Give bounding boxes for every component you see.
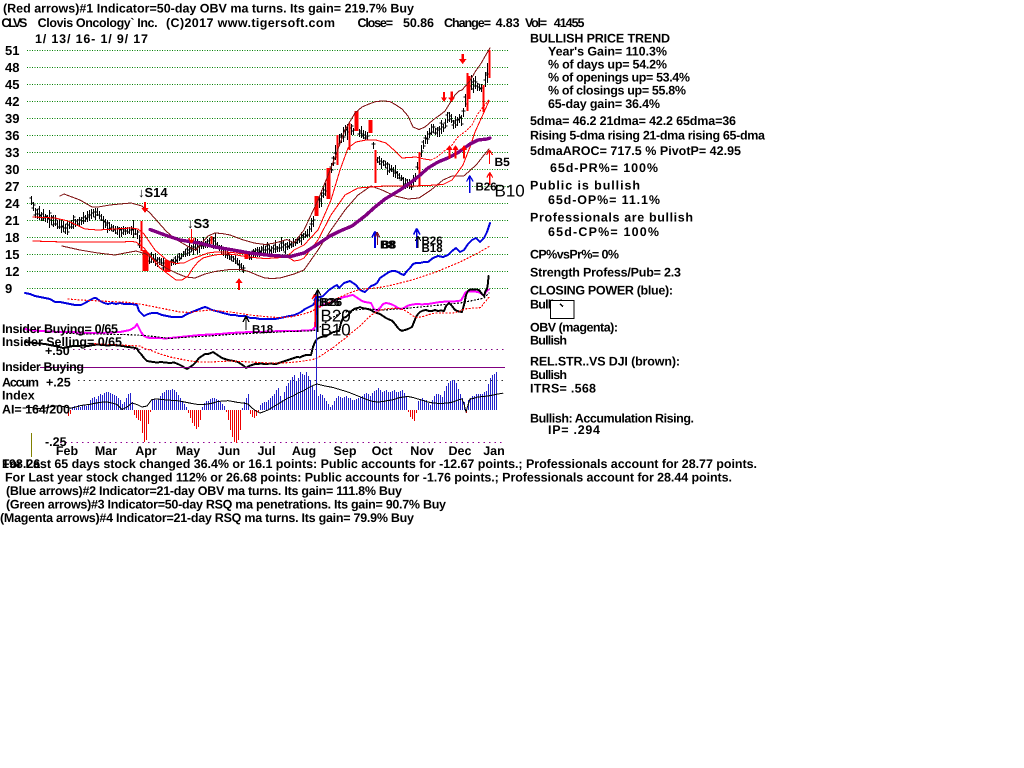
svg-text:BULLISH PRICE TREND: BULLISH PRICE TREND	[530, 32, 670, 46]
svg-text:Insider Buying: Insider Buying	[2, 360, 84, 374]
svg-text:Insider Buying= 0/65: Insider Buying= 0/65	[2, 322, 118, 336]
svg-text:B20: B20	[321, 307, 351, 326]
svg-text:May: May	[176, 444, 200, 458]
svg-text:48: 48	[5, 60, 19, 75]
svg-text:(C)2017 www.tigersoft.com: (C)2017 www.tigersoft.com	[166, 16, 335, 30]
svg-text:Index: Index	[2, 389, 35, 403]
svg-text:CLOSING POWER (blue):: CLOSING POWER (blue):	[530, 284, 673, 298]
svg-text:5dma= 46.2 21dma= 42.2 65dma=3: 5dma= 46.2 21dma= 42.2 65dma=36	[530, 114, 736, 128]
svg-text:15: 15	[5, 247, 19, 262]
svg-text:65d-OP%= 11.1%: 65d-OP%= 11.1%	[548, 193, 660, 207]
svg-text:OBV (magenta):: OBV (magenta):	[530, 321, 618, 335]
svg-text:Insider Selling= 0/65: Insider Selling= 0/65	[2, 335, 122, 349]
svg-text:30: 30	[5, 162, 19, 177]
svg-text:AI= 164/200: AI= 164/200	[2, 403, 70, 417]
svg-text:45: 45	[5, 77, 19, 92]
svg-text:65d-CP%= 100%: 65d-CP%= 100%	[548, 225, 659, 239]
svg-text:Feb: Feb	[56, 444, 79, 458]
svg-text:Clovis Oncology` Inc.: Clovis Oncology` Inc.	[38, 16, 158, 30]
svg-text:42: 42	[5, 94, 19, 109]
svg-text:Jun: Jun	[218, 444, 240, 458]
svg-text:24: 24	[5, 196, 20, 211]
svg-text:Professionals are bullish: Professionals are bullish	[530, 211, 693, 225]
svg-text:4.83: 4.83	[496, 16, 520, 30]
svg-text:50.86: 50.86	[403, 16, 434, 30]
svg-text:ITRS= .568: ITRS= .568	[530, 382, 596, 396]
svg-text:12: 12	[5, 264, 19, 279]
svg-text:For Last 65 days stock changed: For Last 65 days stock changed 36.4% or …	[2, 457, 757, 471]
svg-text:↓S14: ↓S14	[138, 185, 168, 200]
svg-text:39: 39	[5, 111, 19, 126]
svg-text:198.26: 198.26	[2, 457, 40, 471]
svg-text:9: 9	[5, 281, 12, 296]
svg-text:% of closings up= 55.8%: % of closings up= 55.8%	[548, 84, 686, 98]
svg-text:B26: B26	[422, 236, 443, 248]
svg-text:41455: 41455	[554, 16, 585, 30]
svg-text:(Red arrows)#1 Indicator=50-da: (Red arrows)#1 Indicator=50-day OBV ma t…	[3, 2, 414, 16]
svg-text:Bullish: Bullish	[530, 368, 567, 382]
svg-text:Rising 5-dma rising 21-dma r: Rising 5-dma rising 21-dma rising 65-dma	[530, 129, 766, 143]
svg-text:% of days up= 54.2%: % of days up= 54.2%	[548, 58, 667, 72]
svg-text:Close=: Close=	[358, 16, 394, 30]
svg-text:33: 33	[5, 145, 19, 160]
svg-text:27: 27	[5, 179, 19, 194]
svg-text:21: 21	[5, 213, 19, 228]
svg-text:Oct: Oct	[372, 444, 394, 458]
svg-text:B26: B26	[476, 182, 497, 194]
svg-text:Dec: Dec	[449, 444, 472, 458]
svg-text:18: 18	[5, 230, 19, 245]
svg-text:Bullish: Accumulation Rising.: Bullish: Accumulation Rising.	[530, 412, 694, 426]
svg-text:B8: B8	[382, 240, 397, 252]
svg-text:(Magenta arrows)#4 Indicator=2: (Magenta arrows)#4 Indicator=21-day RSQ …	[0, 511, 414, 525]
svg-text:B5: B5	[495, 155, 511, 169]
svg-text:(Blue arrows)#2 Indicator=21-d: (Blue arrows)#2 Indicator=21-day OBV ma …	[6, 484, 402, 498]
svg-text:Vol=: Vol=	[525, 16, 547, 30]
svg-text:-.25: -.25	[45, 435, 67, 449]
svg-text:B26: B26	[321, 297, 342, 309]
svg-text:For Last year stock changed 1: For Last year stock changed 112% or 26.6…	[5, 471, 732, 485]
svg-text:1/ 13/ 16- 1/ 9/ 17: 1/ 13/ 16- 1/ 9/ 17	[35, 32, 148, 46]
svg-text:Nov: Nov	[410, 444, 434, 458]
svg-text:Jan: Jan	[483, 444, 505, 458]
svg-text:65d-PR%= 100%: 65d-PR%= 100%	[550, 161, 658, 175]
svg-text:B26: B26	[319, 297, 340, 309]
svg-text:REL.STR..VS DJI (brown):: REL.STR..VS DJI (brown):	[530, 355, 680, 369]
svg-text:CP%vsPr%= 0%: CP%vsPr%= 0%	[530, 248, 619, 262]
svg-text:B18: B18	[252, 324, 274, 336]
svg-text:B18: B18	[422, 243, 444, 255]
svg-text:(Green arrows)#3 Indicator=50-: (Green arrows)#3 Indicator=50-day RSQ ma…	[6, 498, 446, 512]
svg-text:CLVS: CLVS	[1, 16, 27, 30]
svg-text:Change=: Change=	[444, 16, 491, 30]
svg-text:Apr: Apr	[135, 444, 157, 458]
svg-text:+.50: +.50	[45, 344, 70, 358]
svg-text:% of openings up= 53.4%: % of openings up= 53.4%	[548, 71, 690, 85]
svg-text:Accum: Accum	[2, 376, 39, 390]
svg-text:Strength Profess/Pub= 2.3: Strength Profess/Pub= 2.3	[530, 266, 681, 280]
svg-text:51: 51	[5, 43, 19, 58]
svg-text:65-day gain= 36.4%: 65-day gain= 36.4%	[548, 97, 660, 111]
svg-text:B8: B8	[380, 240, 395, 252]
svg-text:Aug: Aug	[292, 444, 316, 458]
svg-text:↓S3: ↓S3	[187, 216, 209, 231]
svg-text:B10: B10	[495, 182, 525, 201]
svg-text:Jul: Jul	[257, 444, 275, 458]
svg-text:5dmaAROC= 717.5 % PivotP= 42.: 5dmaAROC= 717.5 % PivotP= 42.95	[530, 144, 741, 158]
svg-text:Bullish: Bullish	[530, 334, 567, 348]
svg-text:+.25: +.25	[46, 376, 71, 390]
svg-text:IP= .294: IP= .294	[548, 423, 600, 437]
svg-text:Sep: Sep	[334, 444, 357, 458]
svg-text:Mar: Mar	[95, 444, 117, 458]
svg-text:36: 36	[5, 128, 19, 143]
svg-text:B10: B10	[321, 321, 351, 340]
svg-text:Year's Gain= 110.3%: Year's Gain= 110.3%	[548, 45, 667, 59]
svg-text:Public is bullish: Public is bullish	[530, 179, 640, 193]
